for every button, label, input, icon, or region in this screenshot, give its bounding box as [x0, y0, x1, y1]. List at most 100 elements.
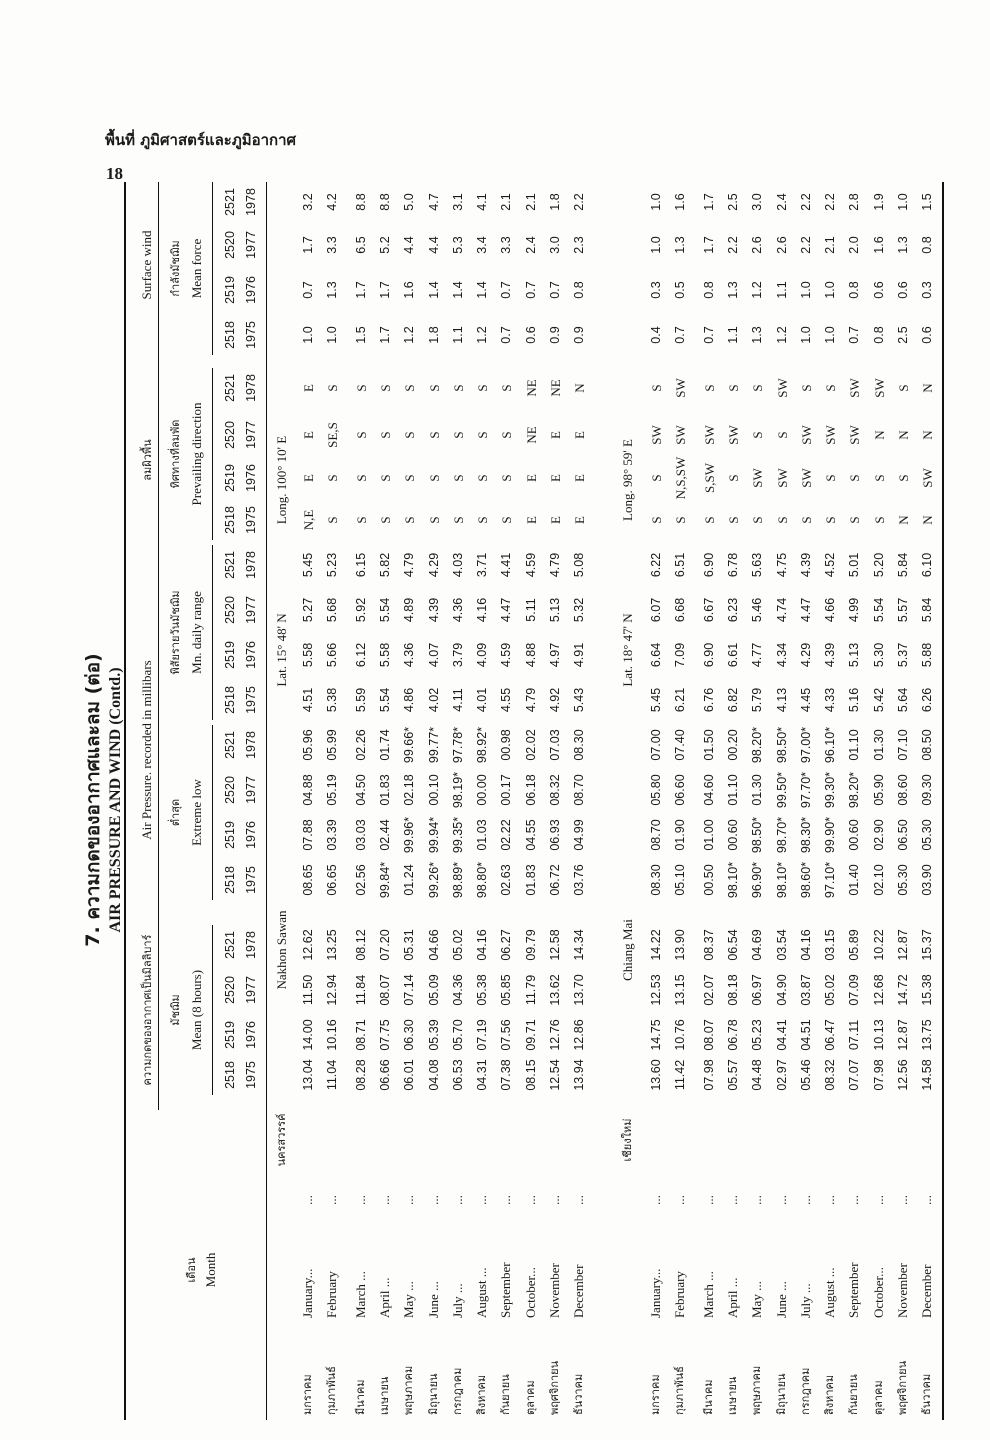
- leader-dots: ...: [498, 1195, 514, 1205]
- force-value: 1.0: [649, 236, 663, 254]
- month-thai: ตุลาคม: [523, 1380, 537, 1415]
- low-value: 03.90: [920, 864, 935, 896]
- month-english: April ...: [724, 1277, 740, 1318]
- dir-value: S: [499, 431, 515, 439]
- range-value: 4.34: [774, 642, 789, 668]
- low-value: 06.65: [325, 864, 340, 896]
- force-value: 0.6: [896, 281, 910, 299]
- dir-value: N: [920, 383, 936, 393]
- low-value: 99.66*: [402, 726, 417, 764]
- range-value: 4.39: [823, 642, 838, 668]
- dir-value: N,E: [301, 509, 316, 531]
- leader-dots: ...: [324, 1195, 340, 1205]
- table-bottom-rule: [942, 182, 944, 1420]
- force-value: 0.7: [548, 281, 562, 299]
- range-value: 4.01: [475, 687, 490, 713]
- dir-value: SW: [920, 468, 936, 488]
- force-value: 2.0: [847, 236, 862, 254]
- force-value: 2.8: [847, 193, 862, 211]
- mean-value: 12.86: [572, 1019, 587, 1051]
- mean-value: 13.90: [673, 929, 688, 961]
- year-ce-label: 1978: [244, 731, 258, 759]
- low-value: 01.10: [725, 774, 740, 806]
- month-thai: สิงหาคม: [475, 1374, 489, 1415]
- low-value: 01.40: [847, 864, 862, 896]
- low-value: 02.56: [353, 864, 368, 896]
- range-value: 4.09: [475, 642, 490, 668]
- dir-value: S: [402, 384, 418, 392]
- mean-value: 12.58: [548, 929, 562, 961]
- force-value: 2.4: [523, 236, 538, 254]
- force-value: 3.0: [750, 193, 765, 211]
- force-value: 1.2: [402, 326, 417, 344]
- range-value: 4.75: [774, 552, 789, 578]
- dir-value: S: [475, 431, 491, 439]
- year-ce-label: 1976: [244, 821, 258, 849]
- station-latitude: Lat. 18° 47' N: [620, 613, 635, 687]
- dir-value: SW: [798, 425, 814, 445]
- range-value: 4.13: [774, 687, 789, 713]
- dir-value: SE,S: [325, 422, 341, 448]
- mean-value: 12.87: [896, 1019, 910, 1051]
- force-value: 2.2: [572, 193, 587, 211]
- dir-value: NE: [548, 379, 563, 397]
- year-ce-label: 1977: [244, 231, 258, 259]
- low-value: 08.50: [920, 729, 935, 761]
- range-value: 4.59: [523, 552, 538, 578]
- mean-value: 11.42: [673, 1059, 688, 1091]
- low-value: 05.30: [920, 819, 935, 851]
- range-value: 4.07: [426, 642, 441, 668]
- mean-value: 15.38: [920, 974, 935, 1006]
- mean-value: 13.94: [572, 1059, 587, 1091]
- mean-value: 04.66: [426, 929, 441, 961]
- range-value: 6.82: [725, 687, 740, 713]
- force-value: 5.3: [450, 236, 465, 254]
- month-thai: พฤศจิกายน: [548, 1360, 561, 1415]
- low-value: 98.80*: [475, 861, 490, 899]
- mean-value: 07.07: [847, 1059, 862, 1091]
- mean-value: 03.15: [823, 929, 838, 961]
- dir-value: E: [548, 516, 563, 524]
- force-value: 1.1: [774, 281, 789, 299]
- year-ce-label: 1975: [244, 686, 258, 714]
- dir-value: S: [353, 431, 369, 439]
- low-value: 01.10: [847, 729, 862, 761]
- dir-value: S: [325, 516, 341, 524]
- year-be-label: 2521: [223, 931, 237, 959]
- range-value: 6.68: [673, 597, 688, 623]
- wind-group-header-thai: ลมผิวพื้น: [141, 439, 154, 481]
- year-ce-label: 1978: [244, 551, 258, 579]
- force-value: 2.1: [823, 236, 838, 254]
- month-thai: กรกฎาคม: [450, 1367, 464, 1415]
- rotated-table-page: 7. ความกดของอากาศและลม (ต่อ) AIR PRESSUR…: [82, 180, 970, 1440]
- range-value: 4.86: [402, 687, 417, 713]
- low-value: 05.30: [896, 864, 910, 896]
- force-value: 2.3: [572, 236, 587, 254]
- low-value: 01.83: [523, 864, 538, 896]
- mean-value: 14.58: [920, 1059, 935, 1091]
- force-value: 2.4: [774, 193, 789, 211]
- mean-subheader: Mean (8 hours): [189, 969, 204, 1051]
- low-value: 01.30: [750, 774, 765, 806]
- leader-dots: ...: [700, 1195, 716, 1205]
- dir-value: S: [896, 474, 911, 482]
- low-value: 99.50*: [774, 771, 789, 809]
- range-value: 4.91: [572, 642, 587, 668]
- dir-value: S: [750, 516, 766, 524]
- leader-dots: ...: [300, 1195, 315, 1205]
- mean-value: 10.22: [871, 929, 886, 961]
- dir-value: S: [499, 384, 515, 392]
- low-value: 98.92*: [475, 726, 490, 764]
- force-value: 1.5: [920, 193, 935, 211]
- range-value: 5.84: [920, 597, 935, 623]
- month-thai: มีนาคม: [353, 1379, 367, 1415]
- dir-value: E: [572, 516, 588, 524]
- range-value: 4.47: [499, 597, 514, 623]
- mean-value: 06.66: [377, 1059, 392, 1091]
- month-english: May ...: [401, 1281, 417, 1318]
- month-thai: กุมภาพันธ์: [325, 1366, 339, 1415]
- mean-value: 04.16: [475, 929, 490, 961]
- force-value: 1.3: [750, 326, 765, 344]
- leader-dots: ...: [648, 1195, 663, 1205]
- dir-value: E: [548, 431, 563, 439]
